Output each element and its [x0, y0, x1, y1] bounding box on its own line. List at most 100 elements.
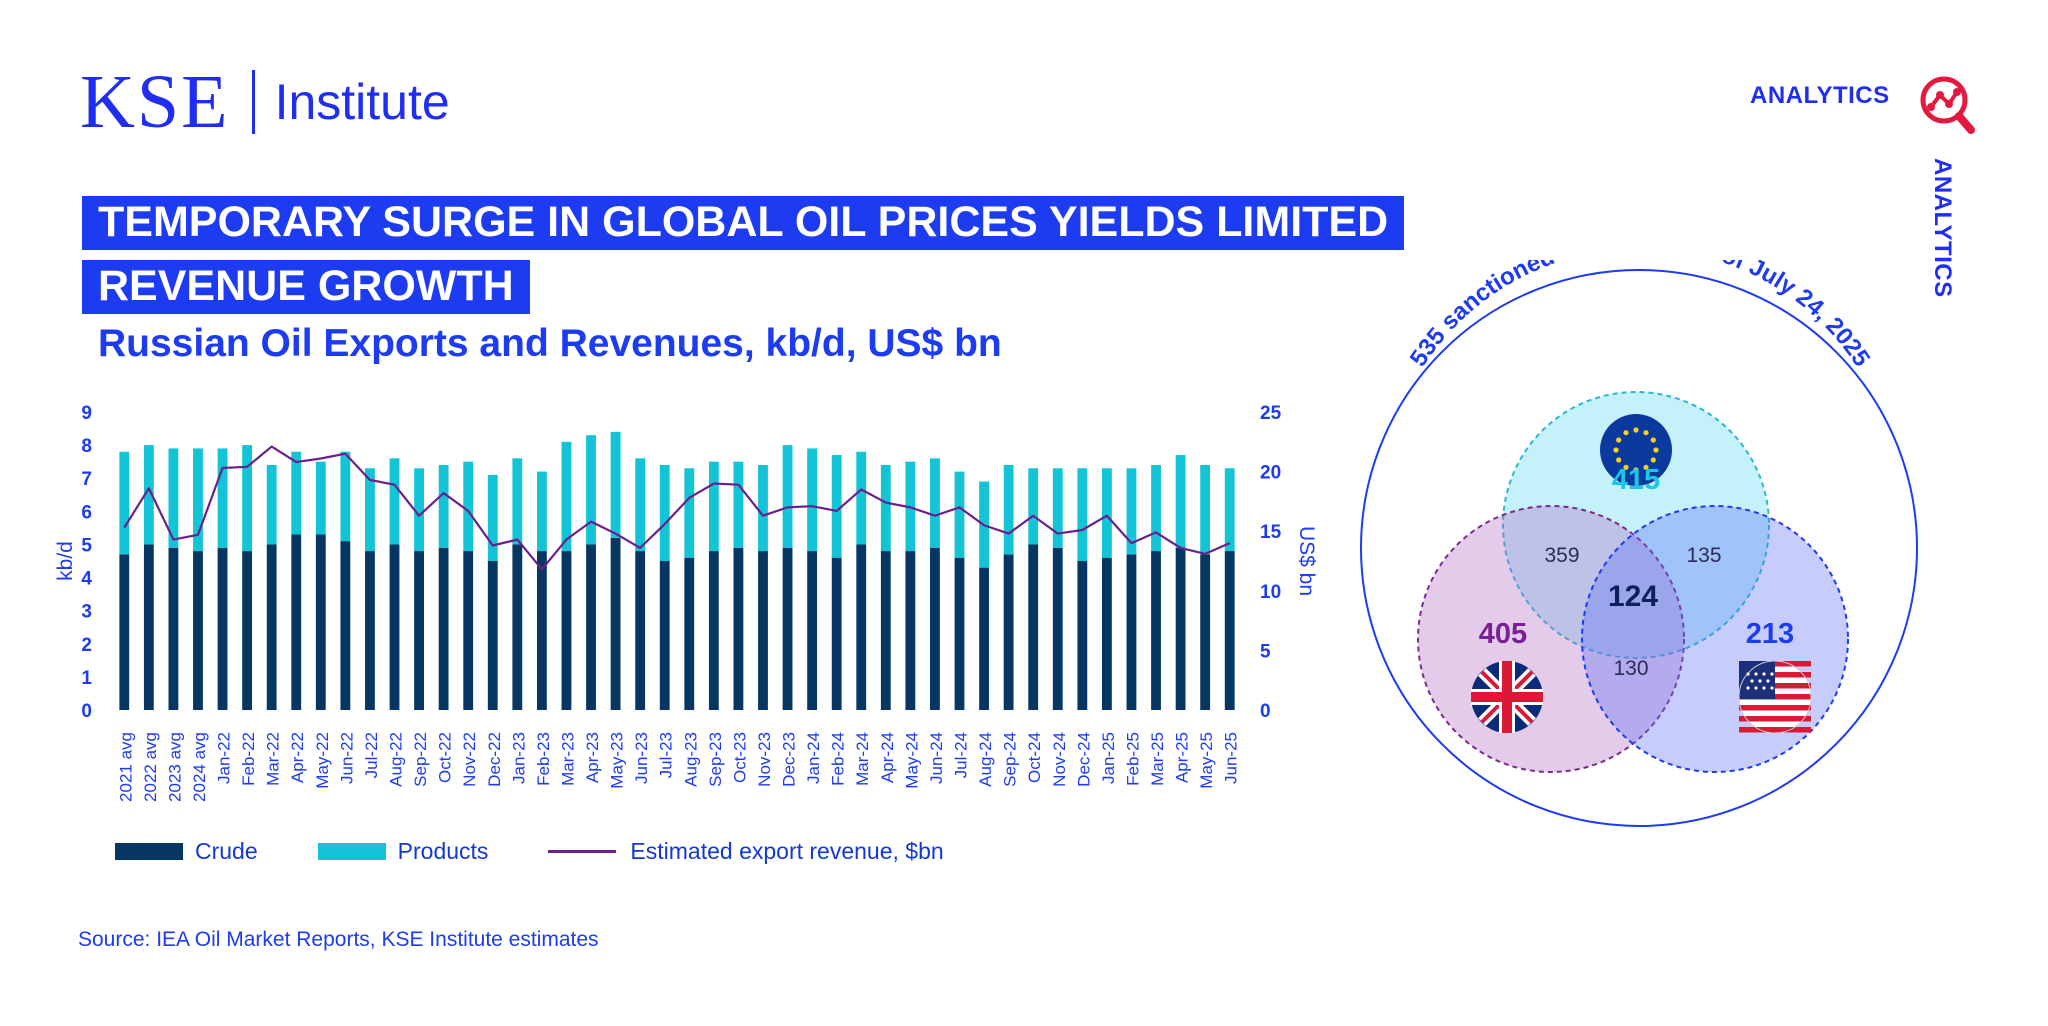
- legend-item-crude: Crude: [115, 838, 258, 865]
- products-bar: [1003, 464, 1014, 555]
- products-bar: [880, 464, 891, 552]
- crude-bar: [389, 544, 400, 710]
- kse-institute-logo: KSE Institute: [80, 62, 450, 142]
- crude-bar: [1052, 547, 1063, 710]
- x-tick-label: Mar-23: [558, 732, 577, 786]
- crude-bar: [635, 551, 646, 710]
- y-right-tick-label: 25: [1260, 403, 1282, 424]
- products-bar: [758, 464, 768, 552]
- y-tick-label: 7: [81, 469, 92, 490]
- crude-bar: [733, 547, 744, 710]
- logo-institute-text: Institute: [274, 74, 450, 130]
- legend-item-revenue: Estimated export revenue, $bn: [548, 838, 944, 865]
- y-tick-label: 3: [81, 602, 92, 623]
- crude-bar: [684, 557, 695, 710]
- products-bar: [659, 464, 670, 561]
- x-tick-label: 2021 avg: [116, 732, 135, 802]
- products-bar: [291, 451, 302, 535]
- legend-swatch-products: [317, 843, 386, 860]
- legend-label-products: Products: [397, 838, 489, 864]
- products-bar: [586, 435, 596, 545]
- eu-uk-overlap: 359: [1544, 544, 1579, 567]
- x-tick-label: Nov-24: [1050, 732, 1069, 787]
- headline-line-1: TEMPORARY SURGE IN GLOBAL OIL PRICES YIE…: [82, 196, 1405, 250]
- products-bar: [414, 468, 424, 552]
- x-tick-label: Aug-22: [387, 732, 406, 787]
- crude-bar: [291, 534, 302, 710]
- crude-bar: [561, 551, 572, 710]
- products-bar: [193, 448, 203, 552]
- legend-label-revenue: Estimated export revenue, $bn: [630, 838, 944, 864]
- y-tick-label: 5: [81, 535, 92, 556]
- x-tick-label: Sep-24: [1001, 732, 1020, 787]
- revenue-line: [123, 445, 1231, 571]
- products-bar: [708, 461, 719, 552]
- y-tick-label: 6: [81, 502, 92, 523]
- products-bar: [242, 445, 253, 552]
- crude-bar: [1028, 544, 1039, 710]
- y-tick-label: 4: [81, 569, 92, 590]
- y-axis-label: kb/d: [54, 541, 77, 581]
- products-bar: [438, 464, 449, 548]
- x-tick-label: May-24: [902, 732, 921, 789]
- x-tick-label: Aug-24: [976, 732, 995, 787]
- x-tick-label: 2023 avg: [165, 732, 184, 802]
- products-bar: [1101, 468, 1112, 558]
- x-tick-label: Apr-22: [288, 732, 307, 783]
- analytics-label: ANALYTICS: [1750, 82, 1890, 109]
- x-tick-label: Dec-23: [780, 732, 799, 787]
- y-tick-label: 0: [81, 701, 92, 722]
- x-tick-label: Feb-22: [239, 732, 258, 786]
- products-bar: [1224, 468, 1235, 552]
- crude-bar: [217, 547, 228, 710]
- x-tick-label: Sep-22: [411, 732, 430, 787]
- crude-bar: [438, 547, 449, 710]
- chart-legend: Crude Products Estimated export revenue,…: [115, 838, 1004, 865]
- products-bar: [1151, 464, 1161, 552]
- products-bar: [143, 445, 154, 545]
- crude-bar: [856, 544, 867, 710]
- crude-bar: [659, 561, 670, 710]
- crude-bar: [536, 551, 547, 710]
- crude-bar: [1003, 554, 1014, 710]
- crude-bar: [1200, 554, 1211, 710]
- logo-divider: [251, 70, 255, 134]
- crude-bar: [512, 544, 523, 710]
- venn-title: 535 sanctioned oil tankers as of July 24…: [1405, 260, 1875, 372]
- products-bar: [340, 451, 351, 542]
- logo-kse-text: KSE: [80, 60, 230, 144]
- crude-bar: [1077, 561, 1088, 710]
- x-tick-label: Nov-23: [755, 732, 774, 787]
- crude-bar: [365, 551, 375, 710]
- products-bar: [315, 461, 326, 535]
- x-tick-label: Feb-24: [829, 732, 848, 786]
- products-bar: [1126, 468, 1137, 555]
- headline: TEMPORARY SURGE IN GLOBAL OIL PRICES YIE…: [82, 196, 1405, 314]
- x-tick-label: May-22: [313, 732, 332, 789]
- products-bar: [487, 474, 498, 561]
- crude-bar: [315, 534, 326, 710]
- products-bar: [807, 448, 818, 552]
- products-bar: [1175, 455, 1186, 548]
- crude-bar: [242, 551, 253, 710]
- x-tick-label: Apr-24: [878, 732, 897, 783]
- legend-item-products: Products: [317, 838, 489, 865]
- crude-bar: [1175, 547, 1186, 710]
- products-bar: [684, 468, 695, 558]
- legend-label-crude: Crude: [195, 838, 258, 864]
- products-bar: [389, 458, 400, 545]
- x-tick-label: Jan-24: [804, 732, 823, 784]
- x-tick-label: Jan-25: [1099, 732, 1118, 784]
- products-bar: [1052, 468, 1063, 548]
- y-right-tick-label: 10: [1260, 582, 1281, 603]
- y-tick-label: 1: [81, 668, 92, 689]
- x-tick-label: Mar-25: [1148, 732, 1167, 786]
- crude-bar: [807, 551, 818, 710]
- y-right-axis-label: US$ bn: [1295, 526, 1318, 596]
- x-tick-label: Apr-23: [583, 732, 602, 783]
- crude-bar: [463, 551, 474, 710]
- crude-bar: [586, 544, 596, 710]
- x-tick-label: Jun-24: [927, 732, 946, 784]
- crude-bar: [414, 551, 424, 710]
- crude-bar: [954, 557, 965, 710]
